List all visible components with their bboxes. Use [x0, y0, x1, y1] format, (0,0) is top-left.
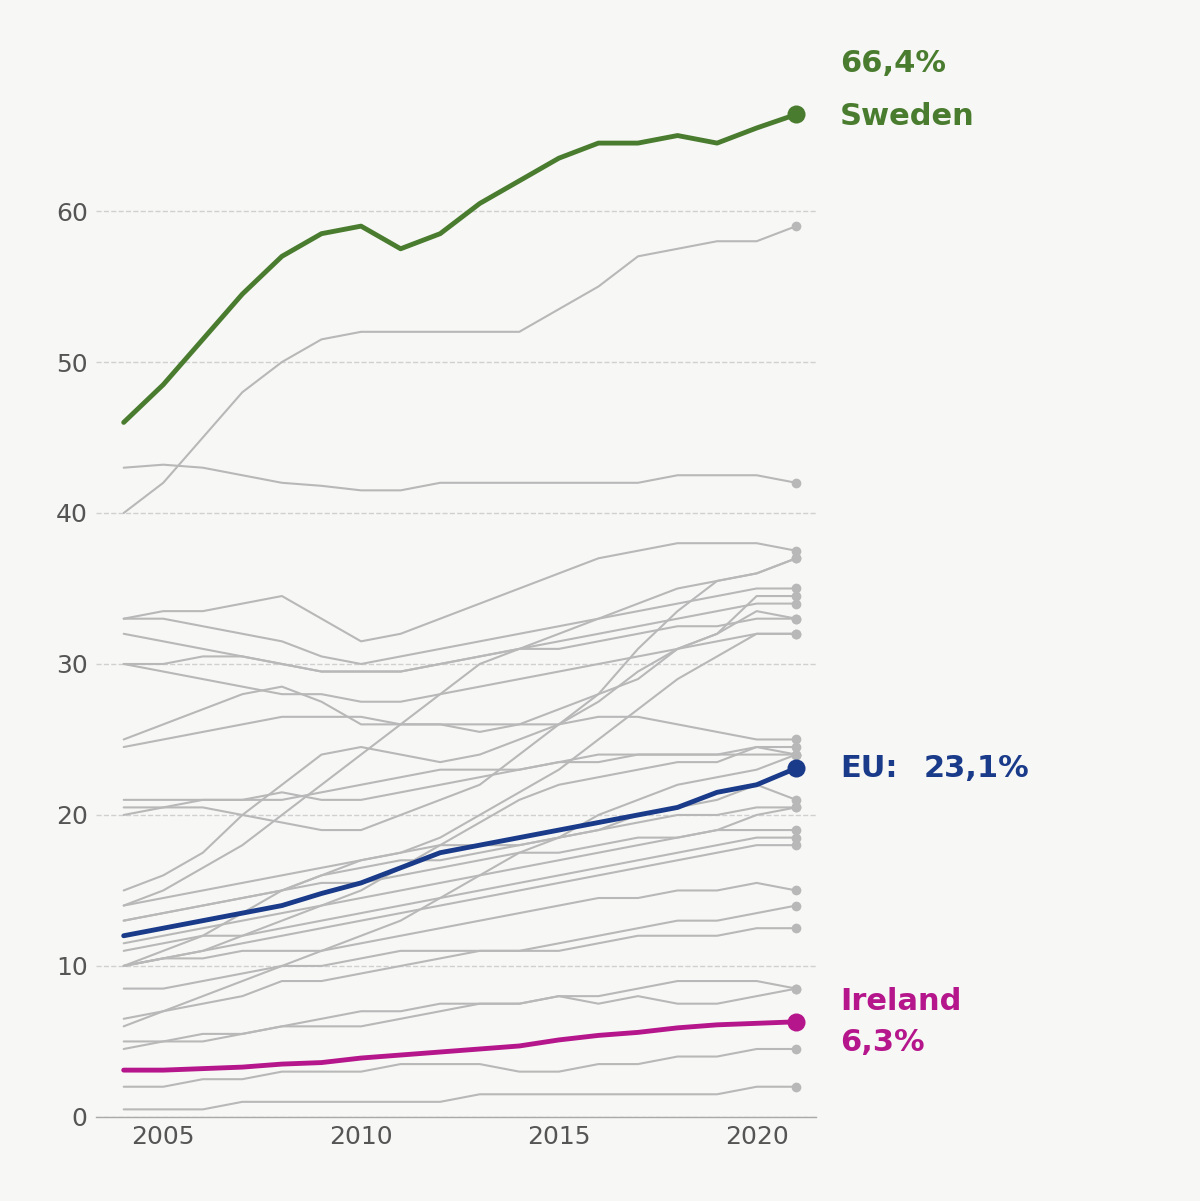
Text: Sweden: Sweden [840, 102, 974, 131]
Text: 6,3%: 6,3% [840, 1028, 925, 1057]
Text: EU:: EU: [840, 754, 898, 783]
Text: 66,4%: 66,4% [840, 49, 946, 78]
Text: 23,1%: 23,1% [924, 754, 1030, 783]
Text: Ireland: Ireland [840, 987, 961, 1016]
